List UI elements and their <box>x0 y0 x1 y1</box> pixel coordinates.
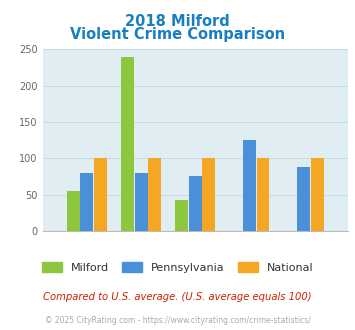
Bar <box>297 167 310 231</box>
Bar <box>257 158 269 231</box>
Bar <box>175 200 188 231</box>
Text: 2018 Milford: 2018 Milford <box>125 14 230 29</box>
Bar <box>81 173 93 231</box>
Bar <box>148 158 161 231</box>
Bar <box>67 191 80 231</box>
Text: Violent Crime Comparison: Violent Crime Comparison <box>70 27 285 42</box>
Bar <box>94 158 107 231</box>
Text: © 2025 CityRating.com - https://www.cityrating.com/crime-statistics/: © 2025 CityRating.com - https://www.city… <box>45 315 310 325</box>
Bar <box>189 176 202 231</box>
Bar <box>121 57 134 231</box>
Bar <box>311 158 323 231</box>
Bar <box>135 173 148 231</box>
Bar <box>202 158 215 231</box>
Legend: Milford, Pennsylvania, National: Milford, Pennsylvania, National <box>37 258 318 278</box>
Bar <box>243 140 256 231</box>
Text: Compared to U.S. average. (U.S. average equals 100): Compared to U.S. average. (U.S. average … <box>43 292 312 302</box>
